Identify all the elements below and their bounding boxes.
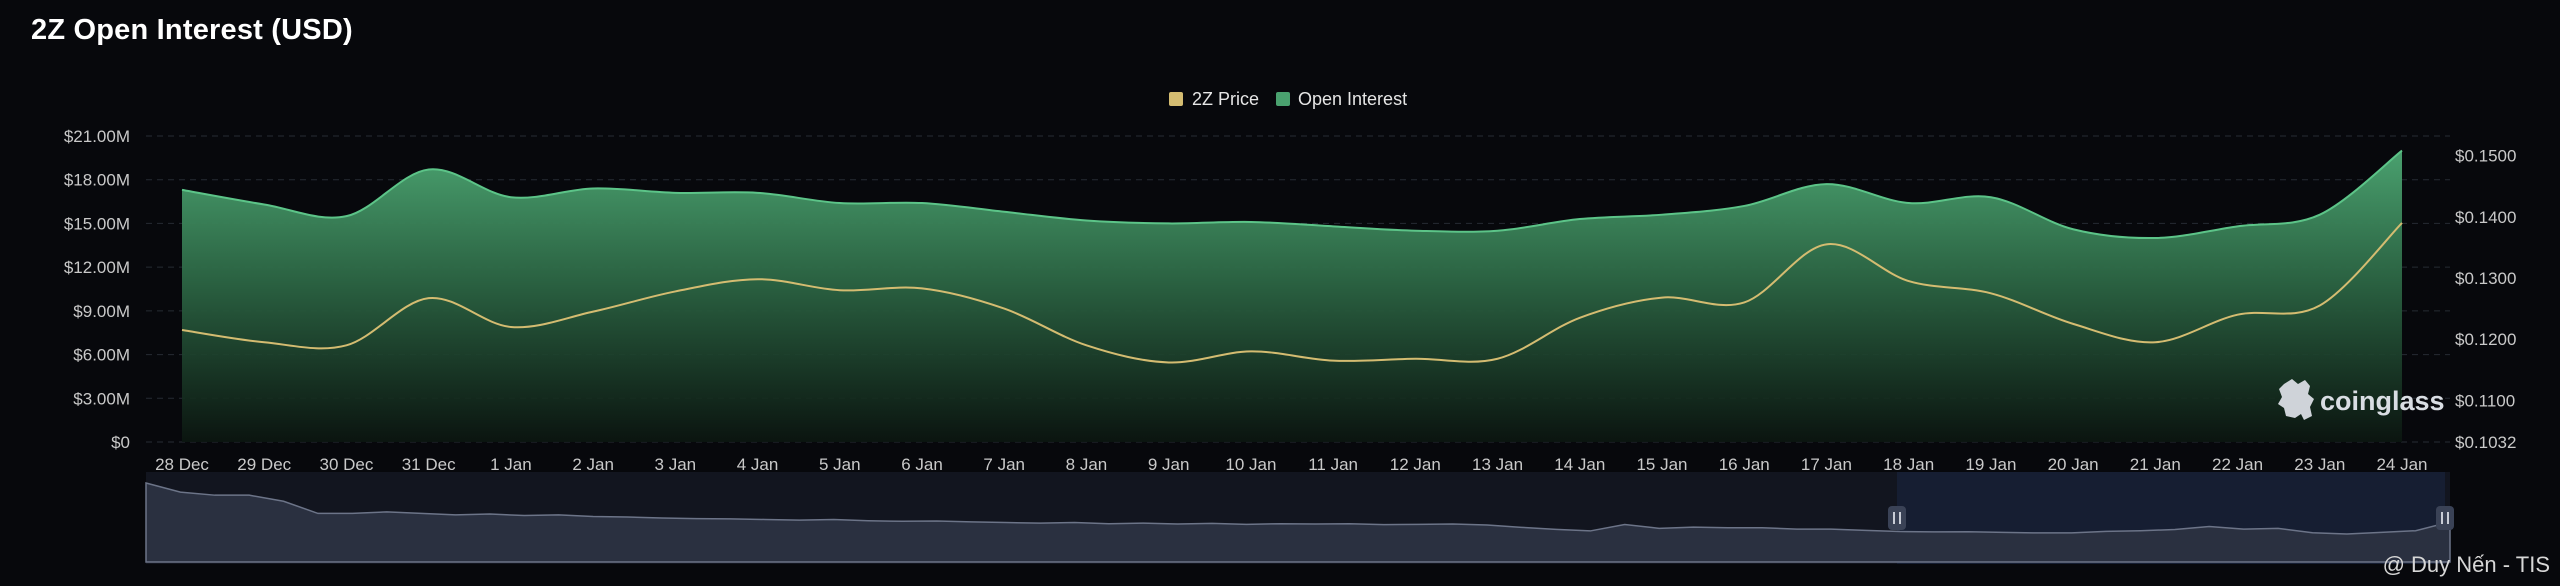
- navigator[interactable]: [145, 472, 2454, 564]
- y-right-tick-label: $0.1032: [2455, 433, 2516, 452]
- x-tick-label: 17 Jan: [1801, 455, 1852, 474]
- x-tick-label: 5 Jan: [819, 455, 861, 474]
- brand: coinglass: [2278, 379, 2445, 420]
- x-tick-label: 9 Jan: [1148, 455, 1190, 474]
- y-left-tick-label: $21.00M: [64, 127, 130, 146]
- drag-handle-icon: [1893, 512, 1901, 524]
- x-tick-label: 22 Jan: [2212, 455, 2263, 474]
- y-axis-left: $0 $3.00M $6.00M $9.00M $12.00M $15.00M $18.00…: [64, 127, 130, 452]
- y-axis-right: $0.1032 $0.1100 $0.1200 $0.1300 $0.1400 $0.15…: [2455, 147, 2516, 452]
- plot-area: [181, 149, 2403, 443]
- x-tick-label: 1 Jan: [490, 455, 532, 474]
- y-left-tick-label: $0: [111, 433, 130, 452]
- x-tick-label: 28 Dec: [155, 455, 209, 474]
- open-interest-area: [182, 150, 2402, 443]
- x-tick-label: 23 Jan: [2294, 455, 2345, 474]
- x-tick-label: 14 Jan: [1554, 455, 1605, 474]
- legend-swatch-open-interest: [1276, 92, 1290, 106]
- x-tick-label: 29 Dec: [237, 455, 291, 474]
- y-right-tick-label: $0.1400: [2455, 208, 2516, 227]
- legend-swatch-price: [1169, 92, 1183, 106]
- navigator-handle-right[interactable]: [2436, 506, 2454, 530]
- x-tick-label: 24 Jan: [2376, 455, 2427, 474]
- y-right-tick-label: $0.1200: [2455, 330, 2516, 349]
- y-left-tick-label: $6.00M: [73, 346, 130, 365]
- x-tick-label: 12 Jan: [1390, 455, 1441, 474]
- x-tick-label: 7 Jan: [983, 455, 1025, 474]
- x-tick-label: 4 Jan: [737, 455, 779, 474]
- open-interest-line: [181, 149, 2403, 240]
- y-right-tick-label: $0.1500: [2455, 147, 2516, 166]
- coinglass-logo-icon: [2278, 379, 2314, 420]
- y-left-tick-label: $12.00M: [64, 258, 130, 277]
- x-tick-label: 20 Jan: [2048, 455, 2099, 474]
- legend-label-price[interactable]: 2Z Price: [1192, 89, 1259, 109]
- x-tick-label: 2 Jan: [572, 455, 614, 474]
- x-tick-label: 31 Dec: [402, 455, 456, 474]
- x-tick-label: 11 Jan: [1308, 455, 1358, 474]
- x-tick-label: 3 Jan: [655, 455, 697, 474]
- y-right-tick-label: $0.1100: [2455, 391, 2515, 410]
- x-tick-label: 15 Jan: [1636, 455, 1687, 474]
- y-left-tick-label: $3.00M: [73, 389, 130, 408]
- x-tick-label: 19 Jan: [1965, 455, 2016, 474]
- price-line: [181, 222, 2403, 364]
- x-tick-label: 13 Jan: [1472, 455, 1523, 474]
- x-tick-label: 18 Jan: [1883, 455, 1934, 474]
- x-tick-label: 21 Jan: [2130, 455, 2181, 474]
- x-tick-label: 16 Jan: [1719, 455, 1770, 474]
- drag-handle-icon: [2441, 512, 2449, 524]
- x-tick-label: 10 Jan: [1225, 455, 1276, 474]
- legend-label-open-interest[interactable]: Open Interest: [1298, 89, 1407, 109]
- navigator-series-line: [145, 482, 2451, 563]
- navigator-handle-left[interactable]: [1888, 506, 1906, 530]
- x-tick-label: 6 Jan: [901, 455, 943, 474]
- y-right-tick-label: $0.1300: [2455, 269, 2516, 288]
- y-left-tick-label: $18.00M: [64, 171, 130, 190]
- watermark: @ Duy Nến - TIS: [2382, 552, 2550, 577]
- x-tick-label: 8 Jan: [1066, 455, 1108, 474]
- y-left-tick-label: $9.00M: [73, 302, 130, 321]
- legend: 2Z Price Open Interest: [1169, 89, 1407, 109]
- y-left-tick-label: $15.00M: [64, 214, 130, 233]
- brand-name: coinglass: [2320, 386, 2445, 416]
- x-tick-label: 30 Dec: [320, 455, 374, 474]
- x-axis: 28 Dec 29 Dec 30 Dec 31 Dec 1 Jan 2 Jan 3 Jan 4…: [155, 455, 2427, 474]
- page-title: 2Z Open Interest (USD): [31, 14, 353, 46]
